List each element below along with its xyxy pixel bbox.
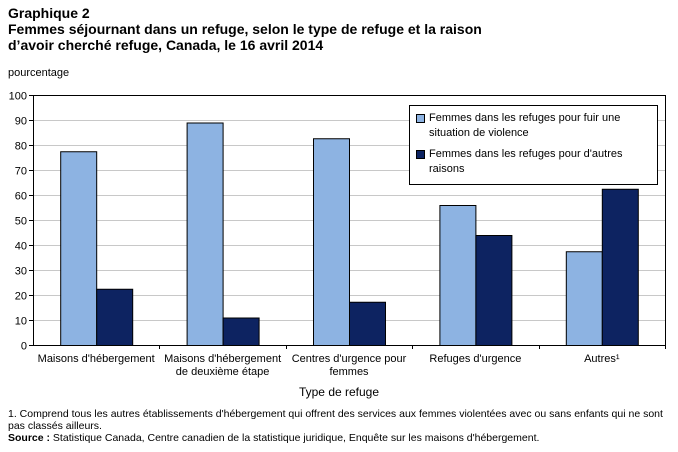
y-tick-label: 100 (9, 91, 27, 103)
y-tick-label: 70 (15, 166, 27, 178)
bar-other-reasons (601, 188, 639, 346)
bar-violence (313, 138, 350, 346)
legend-label-violence: Femmes dans les refuges pour fuir une si… (429, 112, 621, 139)
source-label: Source : (8, 432, 51, 444)
y-tick-label: 10 (15, 316, 27, 328)
bar-violence (60, 151, 98, 346)
x-category-label: Autres¹ (584, 353, 620, 365)
legend: Femmes dans les refuges pour fuir une si… (409, 105, 658, 185)
footnote: 1. Comprend tous les autres établissemen… (8, 408, 663, 432)
x-category-label: Maisons d'hébergement (164, 353, 281, 365)
x-category-label: Centres d'urgence pour (292, 353, 407, 365)
x-axis-title: Type de refuge (298, 385, 380, 399)
chart-title: Graphique 2 Femmes séjournant dans un re… (8, 5, 568, 53)
bar-other-reasons (475, 235, 513, 346)
legend-swatch-other-reasons (416, 150, 425, 159)
legend-swatch-violence (416, 114, 425, 123)
y-tick-label: 40 (15, 241, 27, 253)
source-note: Source : Statistique Canada, Centre cana… (8, 432, 668, 444)
y-tick-label: 80 (15, 141, 27, 153)
bar-violence (439, 205, 477, 346)
y-tick-label: 20 (15, 291, 27, 303)
y-tick-label: 50 (15, 216, 27, 228)
x-category-label: Maisons d'hébergement (38, 353, 155, 365)
bar-other-reasons (96, 288, 134, 346)
y-tick-label: 90 (15, 116, 27, 128)
y-tick-label: 0 (21, 341, 27, 353)
legend-label-other-reasons: Femmes dans les refuges pour d'autres ra… (429, 148, 623, 175)
x-category-label: de deuxième étape (176, 366, 270, 378)
y-tick-label: 60 (15, 191, 27, 203)
x-category-label: Refuges d'urgence (429, 353, 521, 365)
bar-violence (186, 122, 224, 346)
bar-other-reasons (349, 301, 386, 346)
source-text: Statistique Canada, Centre canadien de l… (50, 432, 540, 444)
chart-notes: 1. Comprend tous les autres établissemen… (8, 408, 668, 444)
x-category-label: femmes (329, 366, 369, 378)
chart-title-line-1: Femmes séjournant dans un refuge, selon … (8, 21, 482, 37)
y-tick-label: 30 (15, 266, 27, 278)
bar-other-reasons (222, 317, 260, 346)
y-axis-unit-label: pourcentage (8, 67, 70, 79)
bar-violence (565, 251, 603, 346)
chart-number: Graphique 2 (8, 5, 90, 21)
chart-title-line-2: d’avoir cherché refuge, Canada, le 16 av… (8, 37, 324, 53)
